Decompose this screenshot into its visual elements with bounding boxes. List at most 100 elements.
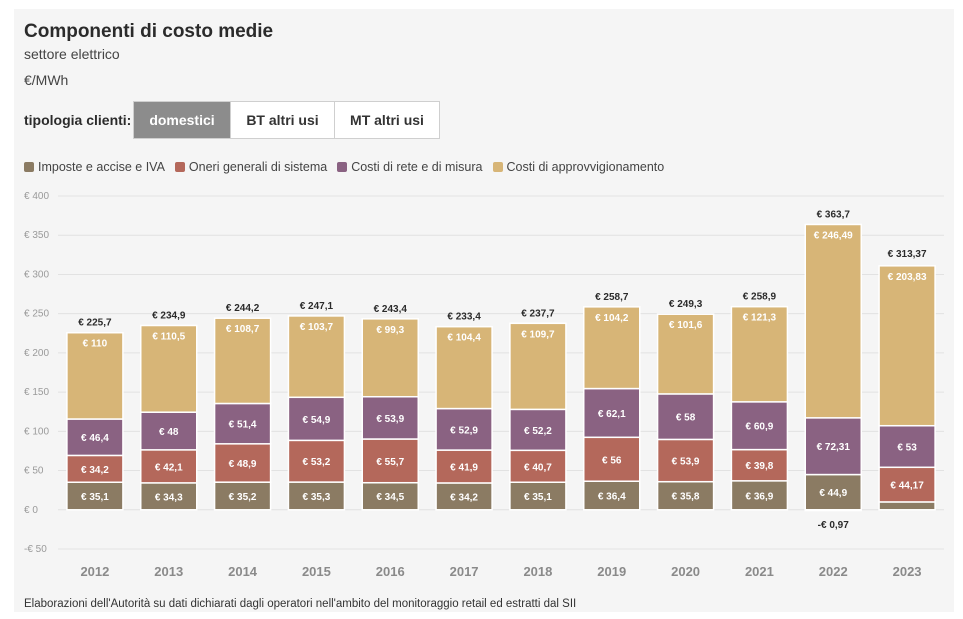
bar-segment — [730, 305, 789, 403]
data-label: € 55,7 — [376, 457, 404, 468]
data-label: € 109,7 — [521, 329, 555, 340]
data-label: € 52,2 — [524, 426, 552, 437]
total-label: € 313,37 — [888, 249, 927, 260]
x-tick-label: 2023 — [893, 564, 922, 579]
total-label: € 225,7 — [78, 318, 112, 329]
data-label: € 44,17 — [890, 481, 924, 492]
legend-label: Imposte e accise e IVA — [38, 160, 165, 174]
bar-segment — [878, 424, 936, 469]
chart-title: Componenti di costo medie — [24, 21, 274, 42]
source-note: Elaborazioni dell'Autorità su dati dichi… — [24, 598, 577, 610]
bar-segment — [66, 331, 124, 420]
bar-segment — [213, 443, 272, 483]
legend-item-oneri[interactable]: Oneri generali di sistema — [174, 160, 328, 174]
legend-label: Costi di rete e di misura — [351, 160, 483, 174]
total-label: € 258,9 — [743, 292, 777, 303]
x-tick-label: 2021 — [745, 564, 774, 579]
data-label: € 40,7 — [524, 462, 552, 473]
legend-swatch — [24, 162, 34, 172]
data-label: € 72,31 — [817, 442, 851, 453]
data-label: € 48 — [159, 427, 179, 438]
bar-segment — [656, 393, 715, 441]
bar-segment — [583, 480, 641, 511]
legend-item-approvvigionamento[interactable]: Costi di approvvigionamento — [492, 160, 665, 174]
data-label: € 54,9 — [303, 415, 331, 426]
data-label: € 108,7 — [226, 324, 260, 335]
bar-segment — [804, 509, 862, 512]
data-label: € 44,9 — [819, 488, 847, 499]
bar-segment — [140, 482, 198, 511]
x-tick-label: 2020 — [671, 564, 700, 579]
data-label: € 42,1 — [155, 462, 183, 473]
legend-swatch — [174, 162, 185, 172]
data-label: € 51,4 — [229, 420, 257, 431]
data-label: € 53 — [897, 442, 917, 453]
y-tick-label: € 0 — [24, 505, 38, 516]
bar-segment — [583, 387, 641, 439]
data-label: € 101,6 — [669, 320, 703, 331]
legend-item-imposte[interactable]: Imposte e accise e IVA — [24, 160, 165, 174]
bar-segment — [66, 418, 124, 457]
unit-label: €/MWh — [24, 72, 69, 88]
bar-segment — [509, 449, 567, 483]
bar-segment — [435, 482, 493, 511]
data-label: € 36,9 — [746, 491, 774, 502]
data-label: € 110,5 — [152, 332, 185, 343]
bar-segment — [287, 315, 346, 399]
data-label: € 53,9 — [376, 414, 404, 425]
bar-segment — [804, 417, 862, 476]
y-tick-label: € 100 — [24, 426, 49, 437]
total-label: € 233,4 — [447, 312, 481, 323]
bar-segment — [509, 322, 567, 411]
data-label: € 48,9 — [229, 459, 257, 470]
x-tick-label: 2016 — [376, 564, 405, 579]
bar-segment — [656, 313, 715, 395]
x-tick-label: 2012 — [80, 564, 109, 579]
x-tick-label: 2019 — [597, 564, 626, 579]
chart-card: Componenti di costo medie settore elettr… — [14, 9, 954, 612]
legend-label: Costi di approvvigionamento — [506, 160, 665, 174]
stacked-bar-chart: -€ 50 € 0 € 50 € 100 € 150 € 200 € 250 € 300 € 3… — [24, 191, 944, 579]
data-label: € 34,2 — [81, 465, 109, 476]
data-label: € 35,8 — [672, 492, 700, 503]
data-label: € 52,9 — [450, 425, 478, 436]
y-tick-label: -€ 50 — [24, 544, 47, 555]
bar-segment — [878, 265, 936, 427]
option-domestici-button[interactable]: domestici — [134, 102, 231, 138]
data-label: € 121,3 — [743, 313, 777, 324]
data-label: € 58 — [676, 413, 696, 424]
y-tick-label: € 350 — [24, 230, 49, 241]
total-label: € 247,1 — [300, 301, 334, 312]
data-label: € 104,4 — [447, 333, 481, 344]
y-tick-label: € 150 — [24, 387, 49, 398]
data-label: € 39,8 — [746, 461, 774, 472]
y-tick-label: € 300 — [24, 269, 49, 280]
total-label: € 244,2 — [226, 303, 260, 314]
data-label: € 62,1 — [598, 409, 626, 420]
data-label: € 46,4 — [81, 433, 109, 444]
bar-segment — [878, 501, 936, 511]
bar-segment — [213, 402, 272, 445]
data-label: € 35,3 — [303, 492, 331, 503]
bar-segment — [583, 306, 641, 390]
legend-label: Oneri generali di sistema — [188, 160, 328, 174]
legend-swatch — [337, 162, 348, 172]
x-tick-label: 2014 — [228, 564, 258, 579]
data-label: € 35,2 — [229, 492, 257, 503]
legend-item-rete[interactable]: Costi di rete e di misura — [337, 160, 483, 174]
data-label: € 34,3 — [155, 492, 183, 503]
client-type-label: tipologia clienti: — [24, 112, 132, 128]
bar-segment — [435, 325, 493, 410]
option-mt-altri-usi-button[interactable]: MT altri usi — [350, 112, 424, 128]
bar-segment — [213, 481, 272, 511]
bar-segment — [730, 448, 789, 482]
y-tick-label: € 400 — [24, 191, 49, 202]
bar-segment — [361, 318, 419, 398]
data-label: € 34,5 — [376, 492, 404, 503]
x-tick-label: 2013 — [154, 564, 183, 579]
total-label: € 258,7 — [595, 292, 629, 303]
bar-segment — [140, 411, 198, 451]
bar-segment — [730, 401, 789, 451]
legend-swatch — [492, 162, 503, 172]
option-bt-altri-usi-button[interactable]: BT altri usi — [231, 102, 335, 138]
